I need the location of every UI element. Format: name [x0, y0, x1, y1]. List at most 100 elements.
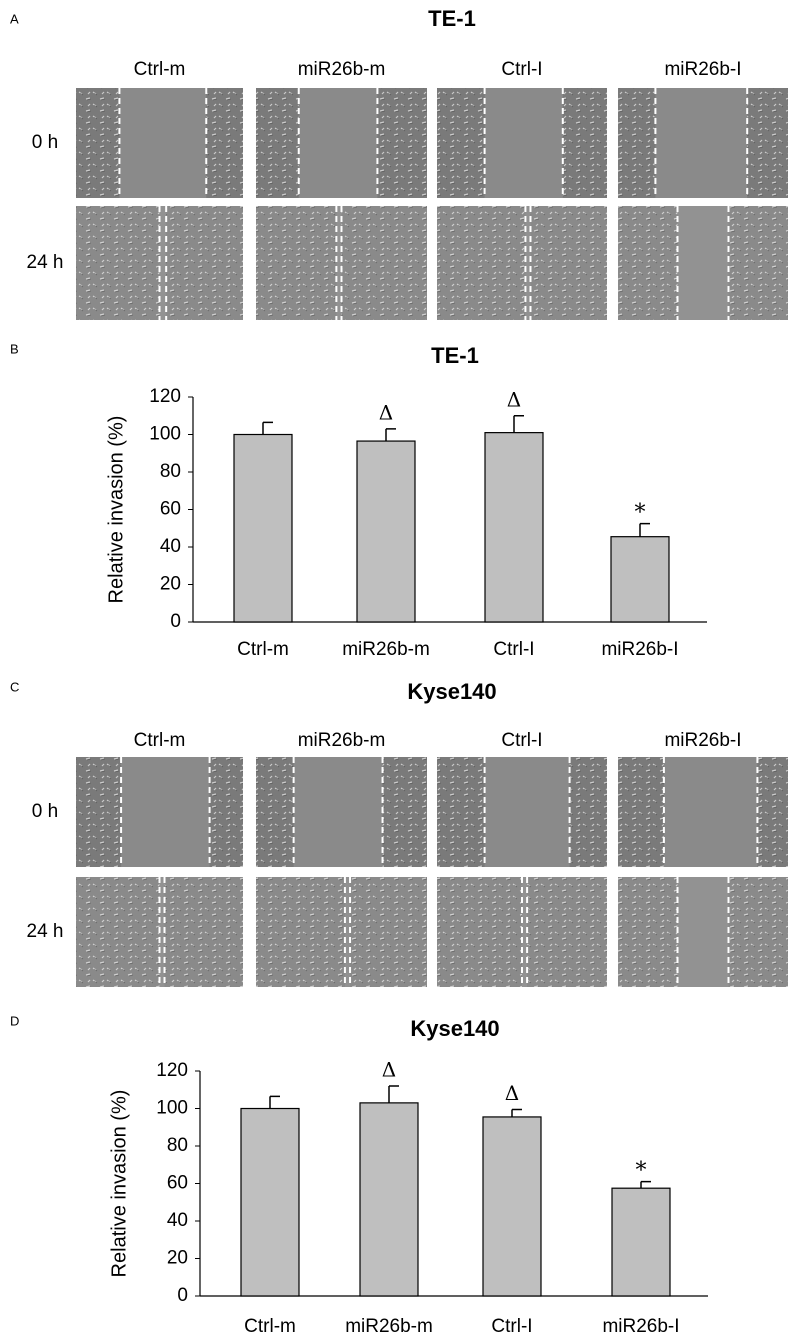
bar	[233, 433, 293, 623]
gap-area	[336, 206, 342, 320]
panel-letter: D	[10, 1013, 19, 1028]
row-label: 0 h	[32, 801, 58, 822]
cell-texture	[437, 757, 485, 867]
significance-mark: Δ	[507, 387, 521, 411]
chart-title: TE-1	[431, 343, 479, 368]
y-tick-label: 60	[167, 1173, 188, 1194]
bar	[359, 1102, 419, 1297]
column-header: Ctrl-I	[501, 59, 542, 80]
x-tick-label: miR26b-I	[602, 1316, 679, 1337]
cell-texture	[747, 88, 788, 198]
cell-texture	[76, 88, 120, 198]
column-header: miR26b-m	[298, 59, 386, 80]
y-tick-label: 20	[160, 574, 181, 595]
bar	[482, 1116, 542, 1297]
bar	[240, 1107, 300, 1297]
gap-area	[344, 877, 351, 987]
cell-texture	[76, 757, 122, 867]
bar	[356, 440, 416, 623]
significance-mark: Δ	[505, 1081, 519, 1105]
cell-texture	[569, 757, 607, 867]
panel-letter: A	[10, 11, 19, 26]
y-tick-label: 80	[167, 1135, 188, 1156]
cell-texture	[728, 206, 788, 320]
y-tick-label: 100	[149, 424, 181, 445]
x-tick-label: Ctrl-I	[493, 639, 534, 660]
cell-texture	[618, 206, 678, 320]
gap-area	[525, 206, 531, 320]
cell-texture	[437, 206, 526, 320]
gap-area	[298, 88, 378, 198]
y-tick-label: 120	[149, 386, 181, 407]
row-label: 0 h	[32, 132, 58, 153]
significance-mark: *	[636, 1159, 647, 1184]
y-tick-label: 20	[167, 1248, 188, 1269]
column-header: Ctrl-m	[134, 730, 186, 751]
error-bar	[262, 421, 273, 435]
row-label: 24 h	[27, 252, 64, 273]
significance-mark: Δ	[382, 1058, 396, 1082]
significance-mark: Δ	[379, 400, 393, 424]
chart-title: Kyse140	[410, 1016, 499, 1041]
cell-texture	[256, 88, 299, 198]
bar	[484, 432, 544, 623]
bar	[610, 536, 670, 623]
x-tick-label: miR26b-I	[601, 639, 678, 660]
gap-area	[159, 877, 165, 987]
cell-texture	[437, 877, 522, 987]
gap-area	[119, 88, 207, 198]
cell-texture	[76, 877, 160, 987]
column-header: Ctrl-I	[501, 730, 542, 751]
y-tick-label: 0	[170, 611, 181, 632]
x-tick-label: Ctrl-I	[491, 1316, 532, 1337]
gap-area	[484, 757, 570, 867]
cell-texture	[206, 88, 243, 198]
cell-texture	[256, 877, 345, 987]
column-header: miR26b-I	[664, 730, 741, 751]
y-tick-label: 40	[167, 1210, 188, 1231]
x-tick-label: miR26b-m	[342, 639, 430, 660]
y-tick-label: 60	[160, 499, 181, 520]
error-bar	[269, 1095, 280, 1109]
cell-texture	[166, 206, 243, 320]
cell-texture	[350, 877, 427, 987]
x-tick-label: miR26b-m	[345, 1316, 433, 1337]
gap-area	[121, 757, 210, 867]
panel-title: TE-1	[428, 6, 476, 31]
y-tick-label: 80	[160, 461, 181, 482]
x-tick-label: Ctrl-m	[237, 639, 289, 660]
y-tick-label: 0	[177, 1285, 188, 1306]
error-bar	[511, 1108, 522, 1117]
bar	[611, 1187, 671, 1297]
cell-texture	[618, 757, 664, 867]
error-bar	[513, 415, 524, 433]
cell-texture	[530, 206, 607, 320]
y-tick-label: 120	[156, 1060, 188, 1081]
panel-title: Kyse140	[407, 679, 496, 704]
error-bar	[639, 522, 650, 537]
cell-texture	[377, 88, 427, 198]
significance-mark: *	[635, 501, 646, 526]
column-header: miR26b-m	[298, 730, 386, 751]
column-header: miR26b-I	[664, 59, 741, 80]
panel-letter: C	[10, 679, 19, 694]
cell-texture	[618, 877, 678, 987]
cell-texture	[209, 757, 243, 867]
gap-area	[159, 206, 167, 320]
error-bar	[640, 1180, 651, 1189]
cell-texture	[164, 877, 243, 987]
cell-texture	[382, 757, 427, 867]
row-label: 24 h	[27, 921, 64, 942]
cell-texture	[562, 88, 607, 198]
gap-area	[677, 206, 729, 320]
cell-texture	[618, 88, 656, 198]
cell-texture	[341, 206, 427, 320]
error-bar	[388, 1085, 399, 1103]
x-tick-label: Ctrl-m	[244, 1316, 296, 1337]
column-header: Ctrl-m	[134, 59, 186, 80]
y-tick-label: 40	[160, 536, 181, 557]
cell-texture	[728, 877, 788, 987]
cell-texture	[76, 206, 160, 320]
gap-area	[663, 757, 758, 867]
